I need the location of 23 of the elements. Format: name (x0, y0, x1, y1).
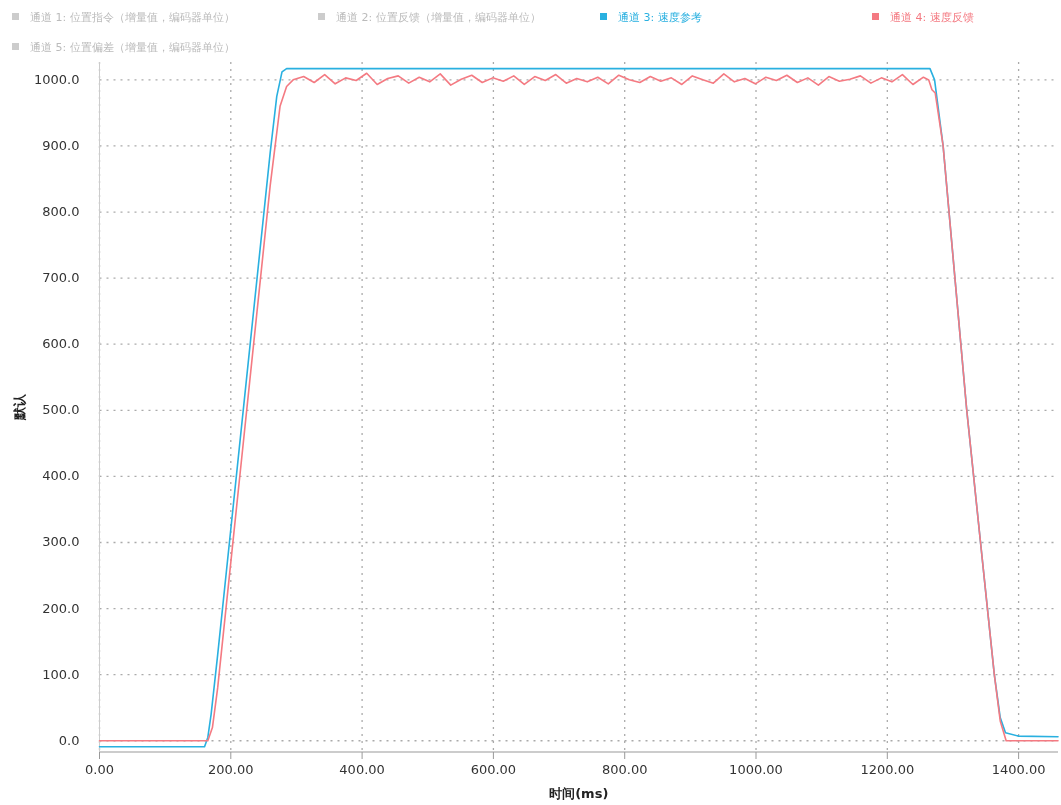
y-tick-label: 300.0 (42, 534, 80, 550)
legend-label: 通道 3: 速度参考 (618, 11, 702, 24)
y-tick-label: 500.0 (42, 402, 80, 418)
x-tick-label: 200.00 (208, 762, 254, 777)
x-tick-label: 1400.00 (991, 762, 1046, 777)
y-tick-label: 1000.0 (34, 71, 80, 87)
y-tick-label: 100.0 (42, 666, 80, 682)
y-tick-label: 0.0 (58, 732, 80, 748)
legend-label: 通道 4: 速度反馈 (890, 11, 974, 24)
y-axis-title: 默认 (12, 393, 27, 421)
x-axis-title: 时间(ms) (549, 786, 609, 801)
x-tick-label: 400.00 (339, 762, 385, 777)
y-tick-label: 900.0 (42, 137, 80, 153)
x-tick-label: 600.00 (470, 762, 517, 777)
y-tick-label: 800.0 (42, 204, 80, 220)
y-tick-label: 200.0 (42, 600, 80, 616)
x-tick-label: 1200.00 (860, 762, 915, 777)
x-tick-label: 800.00 (601, 762, 648, 777)
x-tick-label: 1000.00 (729, 762, 783, 777)
y-tick-label: 600.0 (42, 336, 80, 352)
x-tick-label: 0.00 (85, 762, 114, 777)
y-tick-label: 400.0 (42, 468, 80, 484)
y-tick-label: 700.0 (42, 270, 80, 286)
